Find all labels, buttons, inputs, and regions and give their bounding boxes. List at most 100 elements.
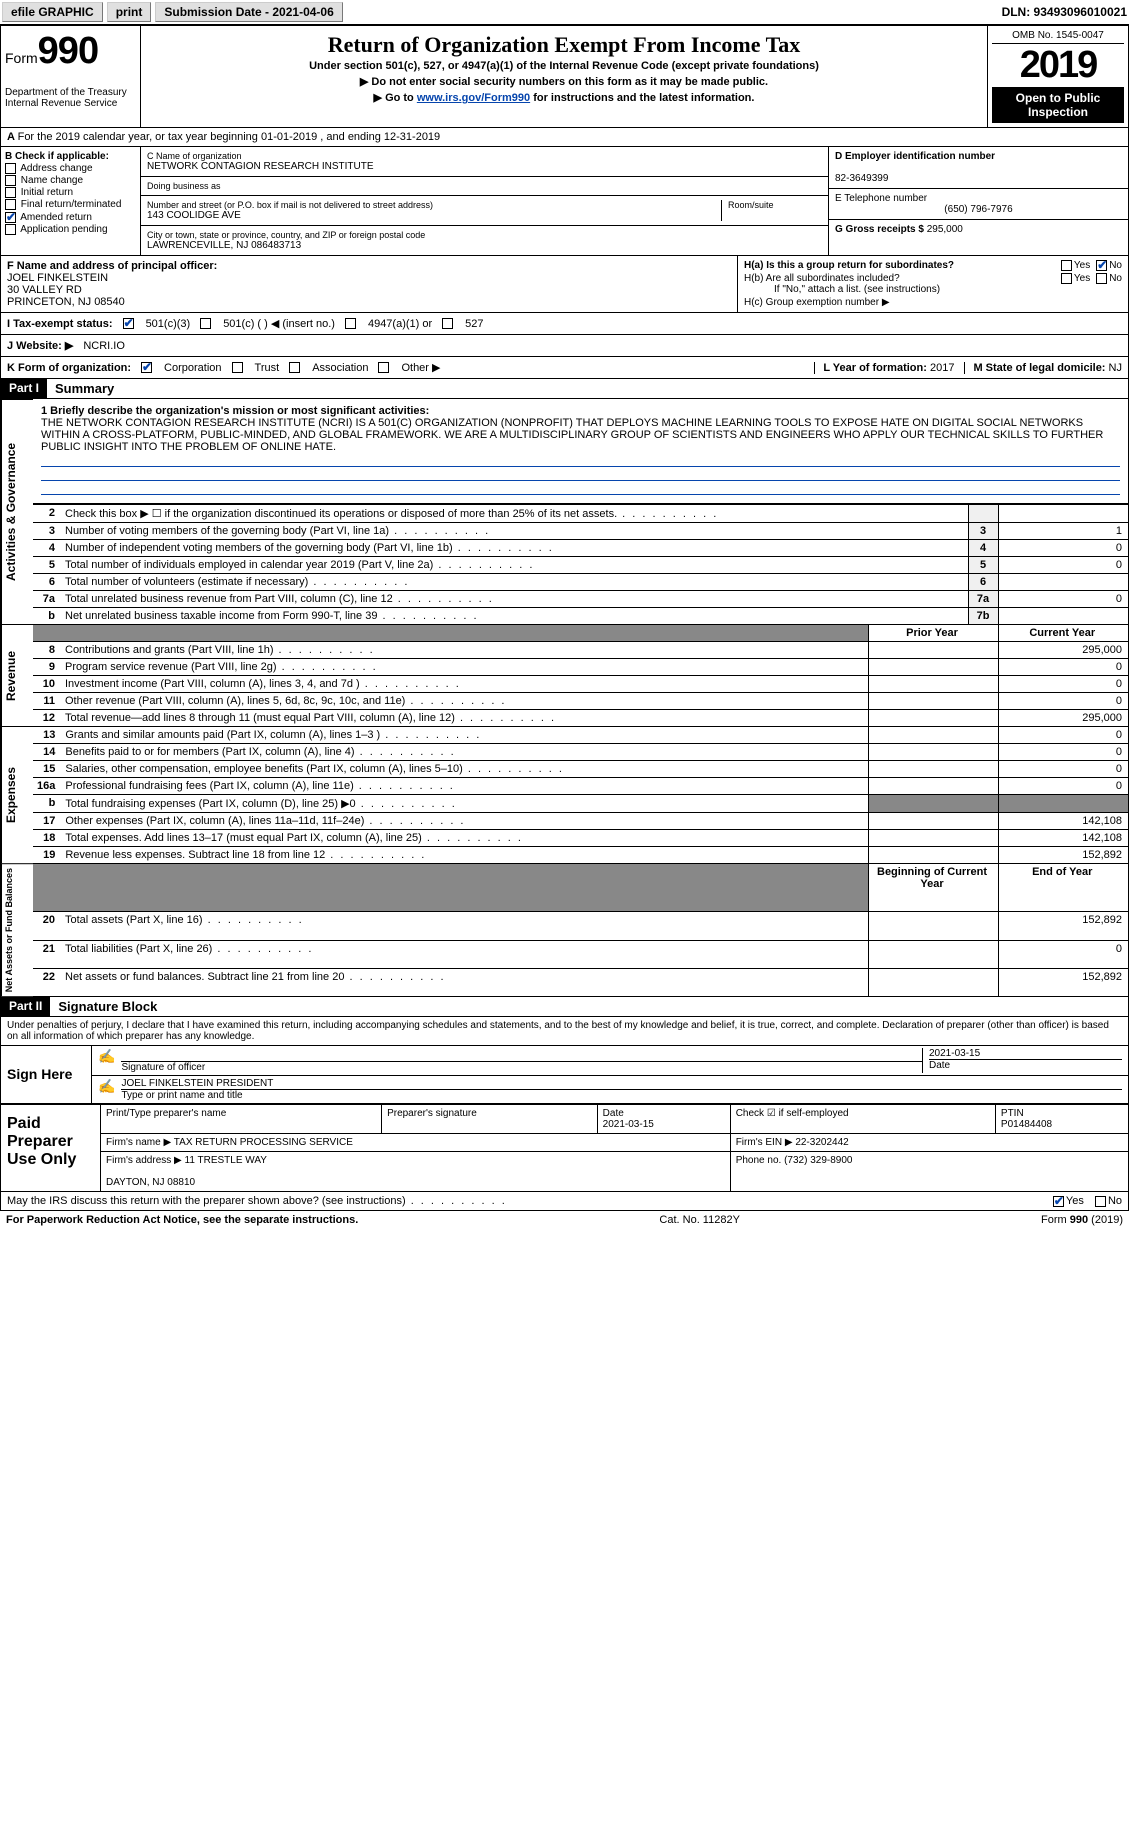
cb-527[interactable] — [442, 318, 453, 329]
prep-name-label: Print/Type preparer's name — [101, 1105, 382, 1134]
table-row: Prior YearCurrent Year — [33, 625, 1128, 642]
table-row: 11Other revenue (Part VIII, column (A), … — [33, 693, 1128, 710]
underline-3 — [41, 483, 1120, 495]
row-i: I Tax-exempt status: 501(c)(3) 501(c) ( … — [0, 313, 1129, 335]
irs-link[interactable]: www.irs.gov/Form990 — [417, 92, 530, 104]
discuss-row: May the IRS discuss this return with the… — [0, 1192, 1129, 1211]
cb-amended-return[interactable]: Amended return — [5, 212, 136, 223]
topbar: efile GRAPHIC print Submission Date - 20… — [0, 0, 1129, 25]
pen-icon-2: ✍ — [98, 1078, 115, 1101]
exp-lines-table: 13Grants and similar amounts paid (Part … — [33, 726, 1128, 863]
table-row: 8Contributions and grants (Part VIII, li… — [33, 642, 1128, 659]
row-j-label: J Website: ▶ — [7, 339, 73, 352]
underline-2 — [41, 469, 1120, 481]
h-cell: H(a) Is this a group return for subordin… — [738, 256, 1128, 312]
part2-header-row: Part II Signature Block — [0, 997, 1129, 1017]
cb-name-change[interactable]: Name change — [5, 175, 136, 186]
table-row: 10Investment income (Part VIII, column (… — [33, 676, 1128, 693]
form-number-cell: Form990 Department of the Treasury Inter… — [1, 26, 141, 127]
cb-trust[interactable] — [232, 362, 243, 373]
table-row: 12Total revenue—add lines 8 through 11 (… — [33, 710, 1128, 727]
row-i-label: I Tax-exempt status: — [7, 318, 113, 330]
ein-label: D Employer identification number — [835, 151, 995, 162]
table-row: bTotal fundraising expenses (Part IX, co… — [33, 795, 1128, 813]
main-info-grid: B Check if applicable: Address change Na… — [0, 147, 1129, 256]
ha-no[interactable] — [1096, 260, 1107, 271]
table-row: 13Grants and similar amounts paid (Part … — [33, 727, 1128, 744]
firm-name-cell: Firm's name ▶ TAX RETURN PROCESSING SERV… — [101, 1134, 731, 1152]
cb-address-change[interactable]: Address change — [5, 163, 136, 174]
preparer-label: Paid Preparer Use Only — [1, 1105, 101, 1192]
cb-initial-return[interactable]: Initial return — [5, 187, 136, 198]
form-header: Form990 Department of the Treasury Inter… — [0, 25, 1129, 128]
goto-pre: ▶ Go to — [374, 92, 417, 104]
cb-4947[interactable] — [345, 318, 356, 329]
sig-date-label: Date — [929, 1060, 1122, 1071]
discuss-no[interactable] — [1095, 1196, 1106, 1207]
table-row: 21Total liabilities (Part X, line 26)0 — [33, 940, 1128, 968]
prep-sig-label: Preparer's signature — [382, 1105, 598, 1134]
discuss-text: May the IRS discuss this return with the… — [7, 1195, 507, 1207]
prep-date: Date2021-03-15 — [597, 1105, 730, 1134]
mission-text: THE NETWORK CONTAGION RESEARCH INSTITUTE… — [41, 417, 1103, 453]
officer-h-grid: F Name and address of principal officer:… — [0, 256, 1129, 313]
cb-other[interactable] — [378, 362, 389, 373]
org-name: NETWORK CONTAGION RESEARCH INSTITUTE — [147, 161, 822, 172]
goto-line: ▶ Go to www.irs.gov/Form990 for instruct… — [145, 91, 983, 104]
part1-header-row: Part I Summary — [0, 379, 1129, 399]
officer-signature-line[interactable] — [121, 1048, 922, 1062]
cb-corp[interactable] — [141, 362, 152, 373]
col-d-g: D Employer identification number 82-3649… — [828, 147, 1128, 255]
table-row: 2Check this box ▶ ☐ if the organization … — [33, 505, 1128, 523]
row-a: A For the 2019 calendar year, or tax yea… — [0, 128, 1129, 147]
tax-year: 2019 — [992, 44, 1124, 87]
part1-title: Summary — [47, 379, 1128, 398]
side-rev: Revenue — [1, 624, 33, 726]
net-lines-table: Beginning of Current YearEnd of Year20To… — [33, 863, 1128, 996]
firm-phone-cell: Phone no. (732) 329-8900 — [730, 1152, 1128, 1192]
cb-501c[interactable] — [200, 318, 211, 329]
hb-no[interactable] — [1096, 273, 1107, 284]
row-l: L Year of formation: 2017 — [814, 362, 954, 374]
hb-yes[interactable] — [1061, 273, 1072, 284]
net-section: Net Assets or Fund Balances Beginning of… — [0, 863, 1129, 997]
table-row: 15Salaries, other compensation, employee… — [33, 761, 1128, 778]
gross-label: G Gross receipts $ — [835, 224, 924, 235]
cb-501c3[interactable] — [123, 318, 134, 329]
col-c: C Name of organization NETWORK CONTAGION… — [141, 147, 828, 255]
year-box: OMB No. 1545-0047 2019 Open to Public In… — [988, 26, 1128, 127]
part2-label: Part II — [1, 997, 50, 1016]
table-row: 5Total number of individuals employed in… — [33, 557, 1128, 574]
cb-assoc[interactable] — [289, 362, 300, 373]
cb-application-pending[interactable]: Application pending — [5, 224, 136, 235]
rev-section: Revenue Prior YearCurrent Year8Contribut… — [0, 624, 1129, 726]
hb-label: H(b) Are all subordinates included? — [744, 273, 1061, 284]
table-row: 3Number of voting members of the governi… — [33, 523, 1128, 540]
table-row: 22Net assets or fund balances. Subtract … — [33, 969, 1128, 997]
hb-note: If "No," attach a list. (see instruction… — [774, 284, 1122, 295]
submission-date: Submission Date - 2021-04-06 — [155, 2, 342, 22]
ha-yes[interactable] — [1061, 260, 1072, 271]
addr-value: 143 COOLIDGE AVE — [147, 210, 715, 221]
penalty-text: Under penalties of perjury, I declare th… — [0, 1017, 1129, 1046]
city-cell: City or town, state or province, country… — [141, 226, 828, 255]
preparer-table: Paid Preparer Use Only Print/Type prepar… — [0, 1104, 1129, 1192]
col-b-title: B Check if applicable: — [5, 151, 109, 162]
pen-icon: ✍ — [98, 1048, 115, 1073]
part1-label: Part I — [1, 379, 47, 398]
dba-label: Doing business as — [147, 181, 822, 191]
city-label: City or town, state or province, country… — [147, 230, 822, 240]
dln: DLN: 93493096010021 — [1002, 5, 1127, 19]
table-row: bNet unrelated business taxable income f… — [33, 608, 1128, 625]
print-button[interactable]: print — [107, 2, 152, 22]
discuss-yes[interactable] — [1053, 1196, 1064, 1207]
form-label: Form — [5, 50, 38, 66]
website-value: NCRI.IO — [83, 340, 125, 352]
prep-self-employed: Check ☑ if self-employed — [730, 1105, 995, 1134]
phone-value: (650) 796-7976 — [835, 204, 1122, 215]
title-block: Return of Organization Exempt From Incom… — [141, 26, 988, 127]
cb-final-return[interactable]: Final return/terminated — [5, 199, 136, 210]
efile-button[interactable]: efile GRAPHIC — [2, 2, 103, 22]
form-number: 990 — [38, 30, 98, 72]
ssn-warning: ▶ Do not enter social security numbers o… — [145, 75, 983, 88]
